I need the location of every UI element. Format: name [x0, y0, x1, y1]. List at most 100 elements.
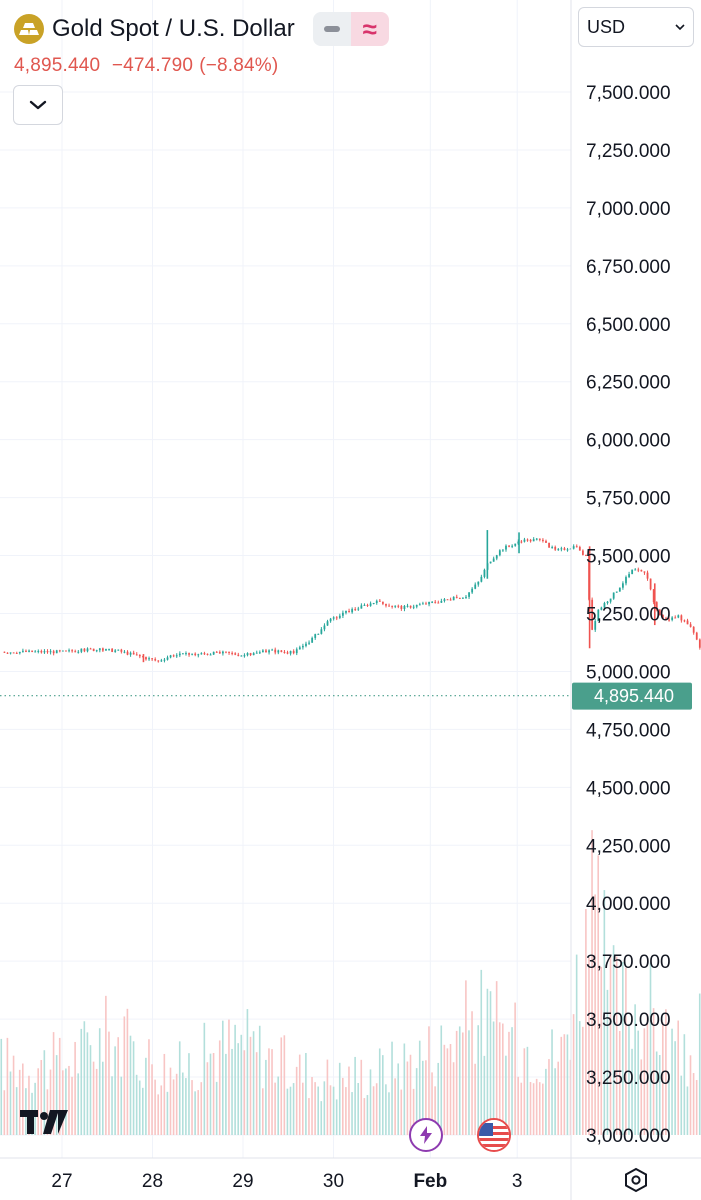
volume-bar: [326, 1059, 329, 1135]
candle-body: [157, 660, 160, 662]
volume-bar: [409, 1054, 412, 1135]
candle-body: [428, 601, 430, 605]
candle-body: [243, 655, 246, 657]
candle-body: [225, 651, 227, 653]
volume-bar: [508, 1031, 510, 1135]
candle-body: [265, 650, 267, 653]
candle-body: [320, 629, 323, 634]
candle-body: [65, 650, 67, 652]
volume-bar: [557, 1061, 559, 1135]
volume-bar: [655, 1051, 658, 1135]
y-tick-label: 3,750.000: [586, 952, 671, 973]
candle-body: [452, 596, 455, 601]
candle-body: [252, 653, 255, 656]
us-flag-icon[interactable]: [477, 1118, 511, 1152]
volume-bar: [46, 1089, 49, 1135]
y-tick-label: 4,500.000: [586, 778, 671, 799]
candle-body: [9, 652, 12, 654]
candle-body: [255, 652, 258, 654]
volume-bar: [369, 1069, 372, 1135]
currency-select[interactable]: USD: [578, 7, 694, 47]
candle-body: [28, 650, 30, 652]
volume-bar: [62, 1070, 64, 1135]
volume-bar: [360, 1059, 363, 1135]
volume-bar: [271, 1049, 273, 1135]
volume-bar: [591, 830, 593, 1135]
volume-bar: [292, 1083, 295, 1135]
candle-body: [437, 602, 440, 604]
candle-body: [545, 540, 547, 543]
price-change-percent: (−8.84%): [199, 55, 279, 76]
wave-icon[interactable]: ≈: [350, 12, 389, 46]
volume-bar: [123, 1016, 126, 1135]
volume-bar: [412, 1088, 415, 1135]
price-axis[interactable]: 7,500.000 7,250.000 7,000.000 6,750.000 6,50…: [586, 83, 671, 1147]
candle-body: [603, 603, 606, 608]
volume-bar: [502, 1023, 504, 1135]
volume-bar: [302, 1082, 304, 1135]
settings-hexagon-icon[interactable]: [622, 1166, 650, 1194]
volume-bar: [80, 1028, 83, 1135]
volume-bar: [532, 1083, 535, 1135]
candle-body: [468, 592, 470, 597]
volume-bar: [92, 1061, 95, 1135]
volume-bar: [188, 1053, 190, 1135]
volume-bar: [391, 1041, 393, 1135]
candle-body: [58, 650, 61, 652]
candle-body: [385, 603, 387, 606]
y-tick-label: 5,250.000: [586, 605, 671, 626]
candle-body: [262, 650, 264, 653]
volume-bar: [126, 1008, 129, 1135]
volume-bar: [225, 1053, 227, 1135]
candle-body: [323, 625, 326, 630]
candle-body: [354, 609, 357, 611]
candle-body: [631, 569, 634, 575]
volume-bar: [514, 1002, 516, 1135]
x-tick-label: 29: [232, 1171, 253, 1192]
candle-body: [449, 599, 452, 601]
candle-body: [403, 605, 406, 609]
candle-body: [502, 549, 504, 551]
candle-body: [335, 617, 338, 619]
candle-body: [508, 545, 510, 547]
candle-body: [382, 601, 384, 604]
volume-bar: [477, 1025, 479, 1135]
candle-body: [394, 605, 397, 607]
candle-body: [311, 637, 314, 643]
candle-body: [415, 604, 418, 607]
candle-body: [538, 538, 541, 540]
volume-bar: [182, 1072, 184, 1135]
currency-value: USD: [587, 16, 626, 37]
volume-bar: [9, 1071, 12, 1135]
volume-bar: [200, 1082, 203, 1135]
candle-body: [597, 609, 600, 622]
volume-bar: [582, 1026, 584, 1135]
y-tick-label: 4,750.000: [586, 720, 671, 741]
candle-body: [360, 605, 363, 609]
collapse-button[interactable]: [13, 85, 63, 125]
tradingview-logo-icon[interactable]: [20, 1108, 70, 1136]
candle-body: [108, 648, 110, 650]
lightning-icon[interactable]: [409, 1118, 443, 1152]
volume-bar: [163, 1053, 166, 1135]
volume-bar: [95, 1068, 98, 1135]
volume-bar: [71, 1076, 73, 1135]
candle-body: [89, 648, 92, 650]
candle-body: [492, 558, 495, 562]
y-tick-label: 3,000.000: [586, 1126, 671, 1147]
y-tick-label: 7,250.000: [586, 141, 671, 162]
chart-mode-toggle[interactable]: ≈: [312, 12, 389, 46]
candle-body: [615, 591, 618, 593]
candle-body: [606, 601, 609, 604]
candle-body: [194, 653, 197, 656]
time-axis[interactable]: 27 28 29 30 Feb 3: [51, 1171, 522, 1192]
volume-bar: [172, 1079, 175, 1135]
minimize-icon[interactable]: [312, 12, 351, 46]
candle-body: [618, 587, 621, 592]
symbol-title[interactable]: Gold Spot / U.S. Dollar: [52, 15, 295, 42]
candle-body: [391, 605, 394, 607]
volume-bar: [692, 1073, 695, 1135]
candle-body: [455, 596, 458, 598]
y-tick-label: 6,250.000: [586, 373, 671, 394]
